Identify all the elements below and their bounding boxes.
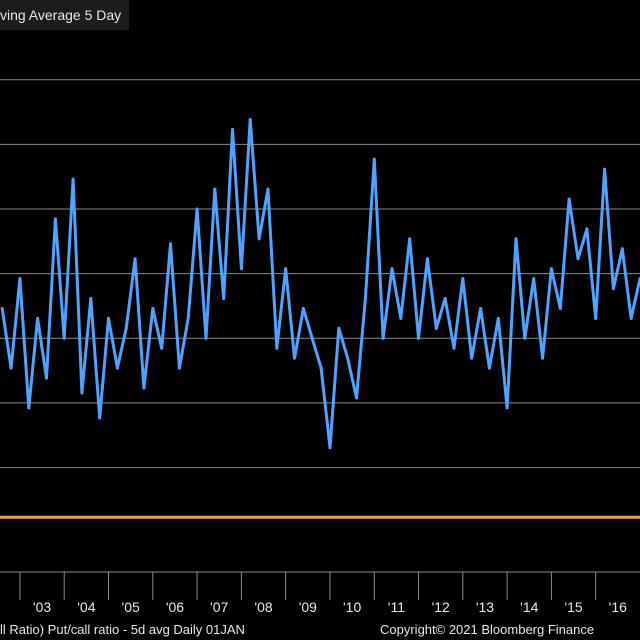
data-point-38 xyxy=(337,326,341,330)
data-point-68 xyxy=(603,167,607,171)
data-point-12 xyxy=(107,316,111,320)
series-line-0 xyxy=(0,118,640,450)
data-point-61 xyxy=(541,356,545,360)
data-point-57 xyxy=(505,406,509,410)
data-point-53 xyxy=(470,356,474,360)
data-point-49 xyxy=(434,326,438,330)
chart-footer: ll Ratio) Put/call ratio - 5d avg Daily … xyxy=(0,618,640,640)
x-tick-label-'16: '16 xyxy=(609,599,627,615)
data-point-69 xyxy=(611,287,615,291)
data-point-28 xyxy=(248,118,252,122)
data-point-13 xyxy=(115,366,119,370)
data-point-34 xyxy=(301,306,305,310)
data-point-71 xyxy=(629,316,633,320)
data-point-41 xyxy=(363,297,367,301)
footer-copyright: Copyright© 2021 Bloomberg Finance xyxy=(380,621,595,637)
x-tick-label-'08: '08 xyxy=(254,599,272,615)
data-point-37 xyxy=(328,446,332,450)
data-point-5 xyxy=(45,376,49,380)
data-point-67 xyxy=(594,316,598,320)
data-point-30 xyxy=(266,187,270,191)
data-point-32 xyxy=(284,267,288,271)
x-tick-label-'15: '15 xyxy=(564,599,582,615)
data-point-17 xyxy=(151,306,155,310)
x-tick-label-'10: '10 xyxy=(343,599,361,615)
x-tick-label-'14: '14 xyxy=(520,599,538,615)
grid-lines xyxy=(0,79,640,469)
data-point-16 xyxy=(142,386,146,390)
x-tick-label-'05: '05 xyxy=(122,599,140,615)
data-point-43 xyxy=(381,336,385,340)
data-point-33 xyxy=(293,356,297,360)
data-point-50 xyxy=(443,297,447,301)
data-point-20 xyxy=(177,366,181,370)
data-point-22 xyxy=(195,207,199,211)
data-point-21 xyxy=(186,316,190,320)
data-point-2 xyxy=(18,277,22,281)
chart-title: ving Average 5 Day xyxy=(0,7,122,23)
data-point-26 xyxy=(231,127,235,131)
data-point-51 xyxy=(452,346,456,350)
x-tick-label-'06: '06 xyxy=(166,599,184,615)
data-point-14 xyxy=(124,326,128,330)
chart-title-box: ving Average 5 Day xyxy=(0,0,130,30)
data-point-10 xyxy=(89,297,93,301)
data-point-24 xyxy=(213,187,217,191)
data-point-70 xyxy=(620,247,624,251)
data-point-66 xyxy=(585,227,589,231)
data-point-3 xyxy=(27,406,31,410)
data-point-44 xyxy=(390,267,394,271)
data-point-54 xyxy=(479,306,483,310)
data-point-48 xyxy=(425,257,429,261)
data-point-4 xyxy=(36,316,40,320)
data-point-1 xyxy=(9,366,13,370)
data-point-15 xyxy=(133,257,137,261)
x-tick-label-'12: '12 xyxy=(432,599,450,615)
footer-series-description: ll Ratio) Put/call ratio - 5d avg Daily … xyxy=(0,621,245,637)
data-point-18 xyxy=(160,346,164,350)
data-point-8 xyxy=(71,177,75,181)
data-point-56 xyxy=(496,316,500,320)
data-point-25 xyxy=(222,297,226,301)
data-point-58 xyxy=(514,237,518,241)
data-point-40 xyxy=(355,396,359,400)
data-point-0 xyxy=(0,306,4,310)
data-point-27 xyxy=(239,267,243,271)
data-point-39 xyxy=(346,356,350,360)
x-tick-label-'07: '07 xyxy=(210,599,228,615)
x-tick-label-'09: '09 xyxy=(299,599,317,615)
x-tick-label-'03: '03 xyxy=(33,599,51,615)
series-group xyxy=(0,118,640,450)
data-point-45 xyxy=(399,316,403,320)
data-point-42 xyxy=(372,157,376,161)
data-point-7 xyxy=(62,336,66,340)
data-point-35 xyxy=(310,336,314,340)
x-tick-label-'04: '04 xyxy=(77,599,95,615)
data-point-19 xyxy=(169,242,173,246)
data-point-6 xyxy=(53,217,57,221)
data-point-46 xyxy=(408,237,412,241)
data-point-59 xyxy=(523,336,527,340)
data-point-36 xyxy=(319,366,323,370)
data-point-47 xyxy=(417,336,421,340)
data-point-63 xyxy=(558,306,562,310)
data-point-64 xyxy=(567,197,571,201)
data-point-62 xyxy=(549,267,553,271)
data-point-65 xyxy=(576,257,580,261)
x-tick-label-'11: '11 xyxy=(388,599,405,615)
data-point-55 xyxy=(487,366,491,370)
data-point-9 xyxy=(80,391,84,395)
data-point-29 xyxy=(257,237,261,241)
data-point-23 xyxy=(204,336,208,340)
data-point-60 xyxy=(532,277,536,281)
data-point-11 xyxy=(98,416,102,420)
x-tick-label-'13: '13 xyxy=(476,599,494,615)
data-point-31 xyxy=(275,346,279,350)
x-axis: '03 '04 '05 '06 '07 '08 '09 '10 '11 '12 '13 '14 '15 '… xyxy=(0,571,640,615)
data-point-52 xyxy=(461,277,465,281)
